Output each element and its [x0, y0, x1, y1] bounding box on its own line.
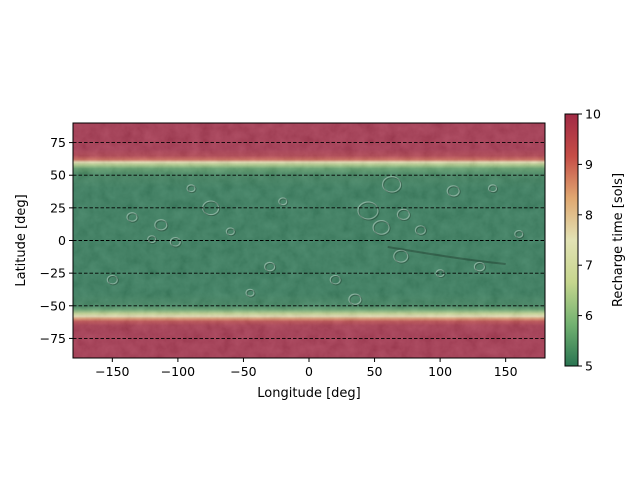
x-tick-label: −100: [161, 364, 195, 379]
terrain-feature: [446, 185, 460, 197]
terrain-feature: [186, 184, 196, 193]
terrain-feature: [245, 288, 255, 297]
colorbar-tick-label: 10: [585, 107, 601, 122]
terrain-feature-shadow: [474, 262, 486, 273]
terrain-relief-texture: [73, 123, 545, 358]
terrain-feature: [357, 201, 379, 220]
terrain-feature: [106, 274, 118, 285]
x-axis-label: Longitude [deg]: [257, 386, 360, 401]
y-tick-label: 75: [50, 135, 66, 150]
terrain-feature-shadow: [226, 228, 236, 237]
terrain-feature: [126, 212, 138, 222]
colorbar-ticks: 5 6 7 8 9 10: [578, 107, 601, 374]
terrain-feature-shadow: [436, 270, 446, 279]
x-axis-ticks: −150 −100 −50 0 50 100 150: [95, 358, 518, 379]
y-tick-label: −75: [40, 331, 66, 346]
terrain-feature-shadow: [358, 202, 380, 221]
terrain-feature: [382, 176, 402, 193]
terrain-feature-shadow: [330, 275, 342, 286]
x-tick-label: −50: [230, 364, 256, 379]
y-tick-label: 50: [50, 168, 66, 183]
terrain-feature: [169, 236, 181, 247]
terrain-feature: [396, 208, 410, 221]
terrain-feature-shadow: [397, 209, 411, 221]
y-tick-label: 25: [50, 200, 66, 215]
y-tick-label: 0: [58, 233, 66, 248]
terrain-feature-shadow: [265, 262, 277, 273]
colorbar-tick-label: 5: [585, 359, 593, 374]
terrain-feature-shadow: [127, 213, 139, 223]
latitude-gridlines: [73, 142, 545, 339]
colorbar-tick-label: 6: [585, 308, 593, 323]
y-axis-label: Latitude [deg]: [14, 194, 29, 286]
x-tick-label: 100: [428, 364, 452, 379]
terrain-feature: [154, 219, 168, 231]
terrain-feature-shadow: [515, 231, 525, 239]
terrain-feature-shadow: [246, 289, 256, 298]
x-tick-label: 0: [305, 364, 313, 379]
terrain-feature: [473, 261, 486, 272]
colorbar-scale: [564, 113, 579, 367]
colorbar-tick-label: 7: [585, 258, 593, 273]
y-tick-label: −50: [40, 298, 66, 313]
terrain-feature: [393, 249, 409, 263]
terrain-feature-shadow: [170, 238, 182, 248]
terrain-feature-shadow: [415, 226, 427, 236]
colorbar-tick-label: 8: [585, 207, 593, 222]
terrain-feature: [372, 220, 390, 235]
terrain-feature-shadow: [279, 198, 289, 207]
colorbar-label: Recharge time [sols]: [611, 173, 626, 307]
terrain-canyon: [387, 246, 506, 265]
colorbar-tick-label: 9: [585, 157, 593, 172]
terrain-feature-shadow: [447, 186, 461, 198]
terrain-feature: [414, 225, 427, 235]
terrain-feature-shadow: [107, 275, 119, 286]
x-tick-label: 150: [494, 364, 518, 379]
terrain-feature: [264, 261, 276, 272]
terrain-feature: [348, 293, 362, 305]
terrain-feature-shadow: [187, 185, 197, 194]
terrain-feature: [514, 229, 524, 238]
y-tick-label: −25: [40, 266, 66, 281]
terrain-feature: [147, 235, 157, 244]
x-tick-label: 50: [367, 364, 383, 379]
y-axis-ticks: 75 50 25 0 −25 −50 −75: [40, 135, 73, 346]
terrain-feature: [487, 184, 498, 193]
map-axes: −150 −100 −50 0 50 100 150 75 50 25 0 −25 −50 −75 Lo…: [14, 122, 546, 401]
terrain-feature-shadow: [155, 220, 169, 232]
terrain-feature: [225, 227, 235, 236]
terrain-feature: [278, 197, 288, 206]
colorbar: 5 6 7 8 9 10 Recharge time [sols]: [564, 107, 626, 374]
terrain-feature-shadow: [373, 221, 391, 236]
terrain-feature-shadow: [383, 177, 403, 194]
terrain-feature-shadow: [394, 250, 410, 264]
terrain-feature-shadow: [489, 185, 499, 194]
x-tick-label: −150: [95, 364, 129, 379]
terrain-feature: [329, 274, 341, 285]
terrain-feature-shadow: [203, 201, 221, 217]
